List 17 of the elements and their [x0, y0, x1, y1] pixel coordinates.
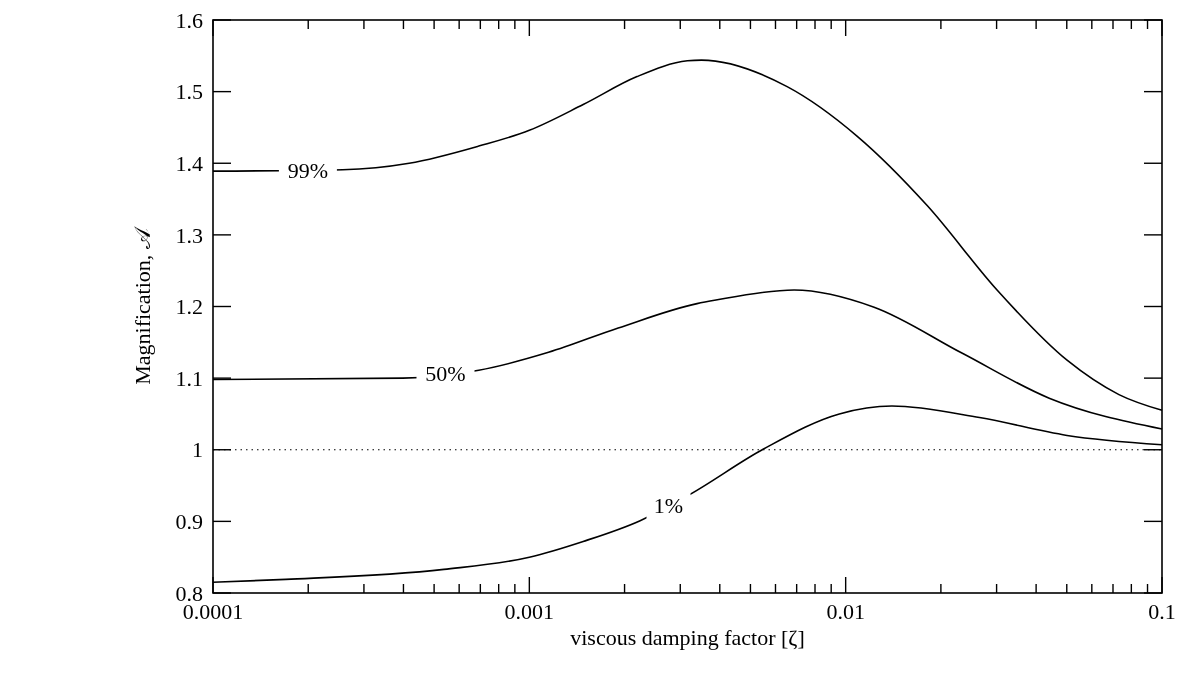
y-tick-label: 1.4 — [175, 150, 203, 176]
y-tick-label: 0.9 — [175, 509, 203, 535]
y-tick-label: 0.8 — [175, 580, 203, 606]
series-label: 1% — [653, 493, 684, 519]
y-tick-label: 1.3 — [175, 222, 203, 248]
x-tick-label: 0.01 — [826, 599, 865, 624]
x-tick-label: 0.1 — [1148, 599, 1176, 624]
y-tick-label: 1.6 — [175, 7, 203, 33]
x-axis-title: viscous damping factor [ζ] — [570, 625, 805, 650]
y-axis-title: Magnification, 𝒜 — [130, 226, 155, 385]
y-tick-label: 1.2 — [175, 294, 203, 320]
x-tick-label: 0.001 — [504, 599, 555, 624]
series-label: 99% — [287, 157, 329, 183]
y-tick-label: 1 — [192, 437, 203, 463]
y-tick-label: 1.5 — [175, 79, 203, 105]
y-tick-label: 1.1 — [175, 365, 203, 391]
series-label: 50% — [425, 361, 466, 387]
